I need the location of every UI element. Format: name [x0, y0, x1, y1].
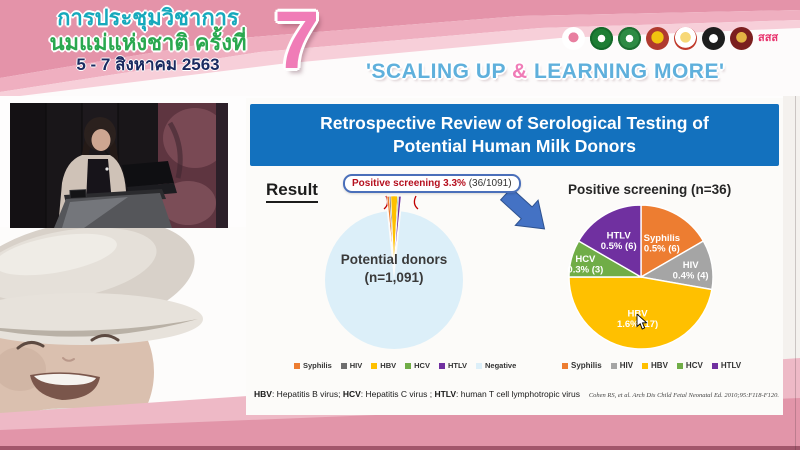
child-right-eye — [90, 334, 120, 342]
slice-label-hcv: HCV 0.3% (3) — [567, 254, 603, 276]
legend-swatch — [476, 362, 482, 369]
conference-title-block: การประชุมวิชาการ นมแม่แห่งชาติ ครั้งที่ … — [28, 5, 268, 75]
edition-number: 7 — [274, 0, 320, 86]
slide-right-gutter — [783, 96, 800, 415]
right-pie-legend: Syphilis HIV HBV HCV HTLV — [562, 361, 741, 370]
legend-item-negative: Negative — [476, 361, 516, 370]
slice-syphilis — [640, 204, 705, 279]
medical-association-black-emblem — [702, 27, 725, 50]
mouse-cursor-icon — [636, 314, 648, 330]
conference-date: 5 - 7 สิงหาคม 2563 — [76, 55, 220, 75]
left-pie-label-line1: Potential donors — [340, 252, 448, 267]
legend-swatch — [405, 362, 412, 369]
legend-item-htlv: HTLV — [438, 361, 467, 370]
callout-pointer-mark-right — [413, 195, 419, 210]
slice-label-syphilis: Syphilis 0.5% (6) — [644, 233, 680, 255]
callout-pointer-mark-left — [383, 195, 389, 210]
presenter-video-feed — [10, 103, 228, 228]
legend-item-syphilis: Syphilis — [294, 361, 332, 370]
callout-highlight: Positive screening 3.3% — [352, 178, 466, 189]
royal-college-red-gold-crest — [646, 27, 669, 50]
positive-screening-callout: Positive screening 3.3% (36/1091) — [343, 174, 521, 193]
slice-label-htlv: HTLV 0.5% (6) — [601, 230, 637, 252]
tagline-left: 'SCALING UP — [366, 60, 512, 83]
legend-swatch — [642, 362, 649, 369]
conference-title-line1: การประชุมวิชาการ — [57, 5, 239, 30]
legend-swatch — [340, 362, 347, 369]
slide-content: Retrospective Review of Serological Test… — [246, 98, 783, 415]
flow-arrow-icon — [499, 187, 546, 230]
legend-item-hbv: HBV — [642, 361, 668, 370]
legend-item-hiv: HIV — [340, 361, 362, 370]
royal-institute-crest — [674, 27, 697, 50]
tagline-right: LEARNING MORE' — [527, 60, 725, 83]
legend-item-hcv: HCV — [405, 361, 430, 370]
breastfeeding-center-green-logo — [618, 27, 641, 50]
header-ribbon-background — [0, 0, 800, 96]
legend-swatch — [711, 362, 718, 369]
slice-hbv — [568, 276, 713, 350]
presenter-face — [91, 129, 111, 151]
public-health-green-logo — [590, 27, 613, 50]
citation-text: Cohen RS, et al. Arch Dis Child Fetal Ne… — [588, 392, 779, 399]
slide-edge-line — [795, 96, 796, 450]
slice-hcv — [568, 240, 644, 278]
left-pie-legend: Syphilis HIV HBV HCV HTLV Negative — [294, 361, 516, 370]
legend-swatch — [438, 362, 445, 369]
legend-swatch — [371, 362, 378, 369]
left-pie-center-label: Potential donors (n=1,091) — [324, 251, 464, 287]
legend-swatch — [676, 362, 683, 369]
slice-hiv — [638, 240, 714, 291]
callout-detail: (36/1091) — [465, 178, 512, 189]
legend-item-htlv: HTLV — [711, 361, 741, 370]
mother-and-child-foundation-logo — [562, 27, 585, 50]
right-pie-title: Positive screening (n=36) — [568, 182, 732, 197]
legend-item-hbv: HBV — [371, 361, 396, 370]
left-pie-label-line2: (n=1,091) — [364, 270, 424, 286]
slice-htlv — [577, 204, 642, 279]
legend-item-syphilis: Syphilis — [562, 361, 602, 370]
conference-title-line2: นมแม่แห่งชาติ ครั้งที่ — [49, 29, 247, 55]
section-label-result: Result — [266, 180, 318, 203]
conference-tagline: 'SCALING UP & LEARNING MORE' — [366, 60, 724, 84]
legend-swatch — [562, 362, 568, 369]
legend-item-hcv: HCV — [676, 361, 703, 370]
pediatric-society-red-emblem — [730, 27, 753, 50]
tagline-ampersand: & — [511, 60, 528, 83]
abbreviation-footnote: HBV: Hepatitis B virus; HCV: Hepatitis C… — [254, 389, 580, 399]
sponsor-logos-row: สสส — [562, 27, 778, 50]
thai-health-sss-logo: สสส — [758, 32, 779, 44]
slide-title: Retrospective Review of Serological Test… — [250, 104, 779, 166]
legend-item-hiv: HIV — [610, 361, 633, 370]
legend-swatch — [610, 362, 617, 369]
podium — [54, 189, 172, 228]
child-left-eye — [16, 341, 45, 350]
legend-swatch — [294, 362, 300, 369]
slice-label-hiv: HIV 0.4% (4) — [673, 260, 709, 282]
